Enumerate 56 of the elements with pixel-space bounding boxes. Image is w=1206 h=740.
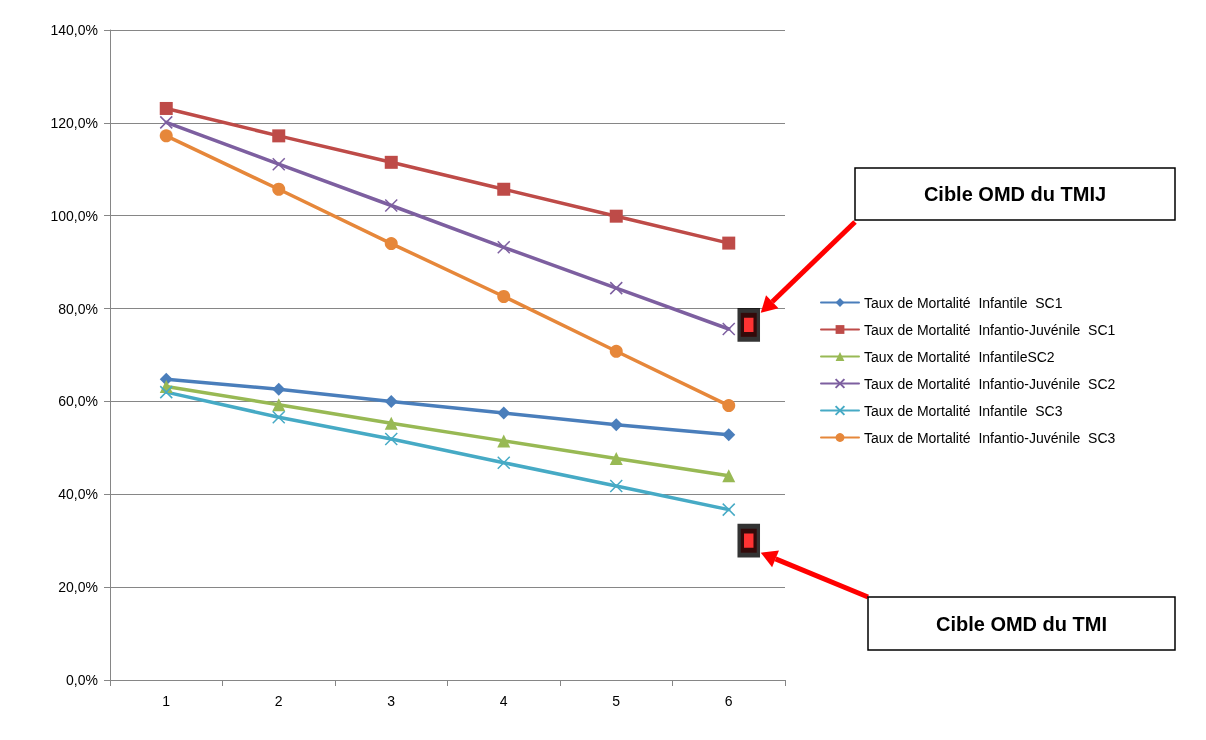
legend-label: Taux de Mortalité InfantileSC2 <box>864 348 1055 365</box>
point <box>159 115 173 130</box>
point <box>159 101 173 115</box>
point <box>497 290 511 303</box>
point <box>609 209 623 223</box>
x-tick-label: 1 <box>162 693 171 709</box>
legend-label: Taux de Mortalité Infantio-Juvénile SC3 <box>864 429 1116 446</box>
point <box>272 157 286 171</box>
legend-label: Taux de Mortalité Infantio-Juvénile SC2 <box>864 375 1116 392</box>
point <box>609 479 623 493</box>
point <box>272 182 286 196</box>
x-tick-label: 6 <box>724 693 733 709</box>
text: Cible OMD du TMI <box>935 612 1108 635</box>
point <box>609 281 623 295</box>
y-tick-label: 120,0% <box>50 114 98 131</box>
point <box>497 455 511 470</box>
y-tick-label: 0,0% <box>66 672 98 688</box>
point <box>272 382 286 396</box>
point <box>609 344 623 358</box>
legend-label: Taux de Mortalité Infantio-Juvénile SC1 <box>864 321 1116 338</box>
point <box>159 129 173 143</box>
point <box>722 502 736 517</box>
y-tick-label: 60,0% <box>58 393 98 410</box>
x-tick-label: 3 <box>387 693 396 709</box>
point <box>272 129 286 143</box>
point <box>159 385 173 399</box>
y-tick-label: 80,0% <box>58 300 98 317</box>
point <box>609 418 623 432</box>
point <box>384 198 398 213</box>
x-tick-label: 5 <box>612 693 621 709</box>
point <box>384 394 398 408</box>
point <box>384 416 398 430</box>
point <box>497 182 511 196</box>
point <box>384 155 398 169</box>
point <box>722 236 736 250</box>
y-tick-label: 100,0% <box>50 207 98 224</box>
x-tick-label: 4 <box>499 693 508 709</box>
point <box>384 237 398 251</box>
text: Cible OMD du TMIJ <box>923 183 1107 205</box>
legend-label: Taux de Mortalité Infantile SC1 <box>864 294 1063 311</box>
y-tick-label: 20,0% <box>58 579 98 596</box>
y-tick-label: 140,0% <box>50 22 98 38</box>
point <box>722 428 736 442</box>
point <box>497 406 511 420</box>
x-tick-label: 2 <box>274 693 283 709</box>
point <box>272 410 286 424</box>
point <box>722 469 736 483</box>
point <box>722 322 736 336</box>
legend-label: Taux de Mortalité Infantile SC3 <box>864 402 1063 419</box>
point <box>384 432 398 446</box>
point <box>272 398 286 412</box>
point <box>609 452 623 466</box>
y-tick-label: 40,0% <box>58 486 98 503</box>
point <box>722 399 736 413</box>
point <box>497 240 511 255</box>
point <box>497 434 511 448</box>
